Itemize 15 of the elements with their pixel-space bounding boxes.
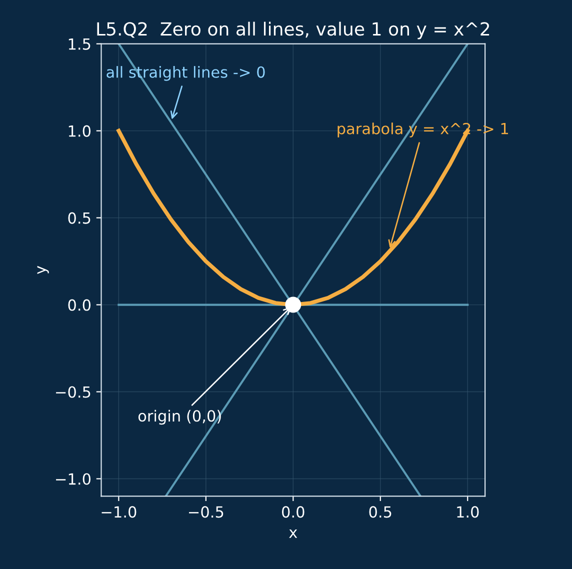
y-tick-label: −0.5	[56, 386, 90, 398]
y-tick-label: −1.0	[56, 473, 91, 485]
y-tick-label: 1.0	[68, 125, 91, 137]
x-tick-label: −1.0	[102, 506, 136, 518]
y-tick-label: 1.5	[68, 38, 90, 50]
chart-title: L5.Q2 Zero on all lines, value 1 on y = x^2	[97, 22, 490, 40]
y-tick-label: 0.0	[68, 299, 91, 311]
x-tick-label: 0.0	[282, 506, 304, 518]
x-tick-label: 1.0	[457, 506, 479, 518]
x-tick-label: 0.5	[369, 506, 392, 518]
y-tick-label: 0.5	[68, 212, 90, 224]
x-tick-label: −0.5	[188, 506, 224, 518]
y-axis-title: y	[37, 266, 49, 274]
x-axis-title: x	[289, 529, 298, 538]
annotation: origin (0,0)	[138, 410, 221, 425]
